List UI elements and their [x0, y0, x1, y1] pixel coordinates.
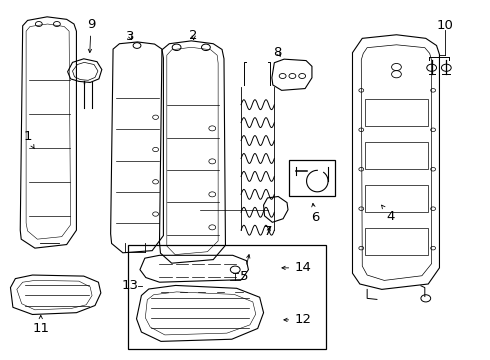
Bar [365, 185, 428, 212]
Text: 2: 2 [190, 29, 198, 42]
Text: 3: 3 [126, 30, 134, 43]
Bar [365, 142, 428, 169]
Text: 12: 12 [284, 313, 311, 327]
Bar [128, 244, 326, 348]
Text: 4: 4 [382, 205, 395, 223]
Text: 10: 10 [437, 19, 454, 32]
Bar [365, 99, 428, 126]
Text: 9: 9 [87, 18, 95, 53]
Text: 8: 8 [273, 46, 282, 59]
Text: 5: 5 [240, 255, 250, 283]
Text: 6: 6 [311, 203, 319, 224]
Text: 14: 14 [282, 261, 311, 274]
Bar [365, 228, 428, 255]
Text: 11: 11 [32, 315, 49, 335]
Text: 7: 7 [264, 225, 273, 238]
Text: 1: 1 [24, 130, 34, 149]
Bar [289, 160, 335, 196]
Text: 13: 13 [122, 279, 139, 292]
